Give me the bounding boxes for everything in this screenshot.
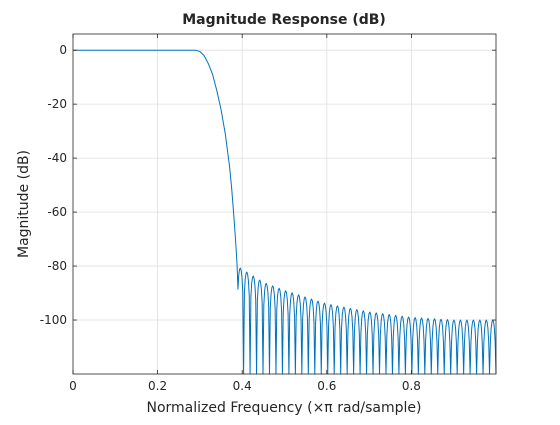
magnitude-response-line bbox=[73, 49, 497, 375]
plot-frame bbox=[72, 33, 497, 375]
x-tick-label: 0.2 bbox=[148, 379, 167, 393]
series-line-group bbox=[73, 49, 497, 375]
x-tick-label: 0 bbox=[69, 379, 77, 393]
y-tick-label: -80 bbox=[47, 259, 67, 273]
y-axis-label: Magnitude (dB) bbox=[16, 150, 32, 258]
x-tick-label: 0.6 bbox=[317, 379, 336, 393]
x-axis-label: Normalized Frequency (×π rad/sample) bbox=[147, 400, 422, 416]
x-tick-label: 0.8 bbox=[402, 379, 421, 393]
y-tick-label: -100 bbox=[40, 313, 67, 327]
grid bbox=[73, 34, 496, 374]
x-tick-label: 0.4 bbox=[233, 379, 252, 393]
plot-area bbox=[73, 34, 496, 374]
y-tick-label: 0 bbox=[59, 43, 67, 57]
y-tick-label: -60 bbox=[47, 205, 67, 219]
y-tick-label: -20 bbox=[47, 97, 67, 111]
chart-title: Magnitude Response (dB) bbox=[182, 12, 386, 28]
axis-ticks: 0 0.2 0.4 0.6 0.8 0 -20 -40 -60 -80 -100 bbox=[40, 34, 496, 393]
y-tick-label: -40 bbox=[47, 151, 67, 165]
